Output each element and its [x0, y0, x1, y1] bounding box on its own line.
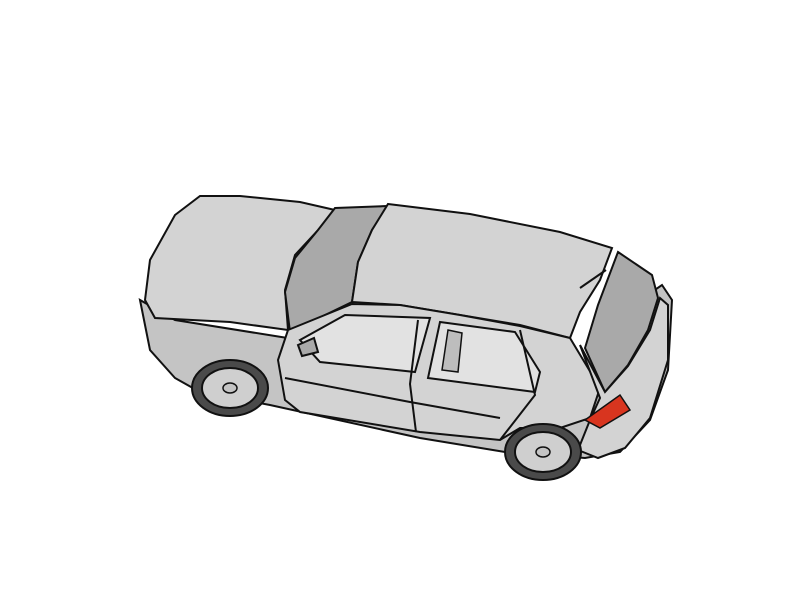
car-door-seam-rear: [499, 329, 537, 441]
car-tail-light: [583, 393, 632, 429]
rear-wheel: [504, 423, 582, 481]
car-antenna: [579, 269, 607, 289]
car-side-trim: [284, 377, 501, 419]
car-front-side-window: [298, 313, 432, 374]
car-side-mirror: [296, 336, 320, 358]
front-wheel: [191, 359, 269, 417]
car-seat: [441, 329, 463, 373]
car-door-seam: [408, 319, 419, 433]
